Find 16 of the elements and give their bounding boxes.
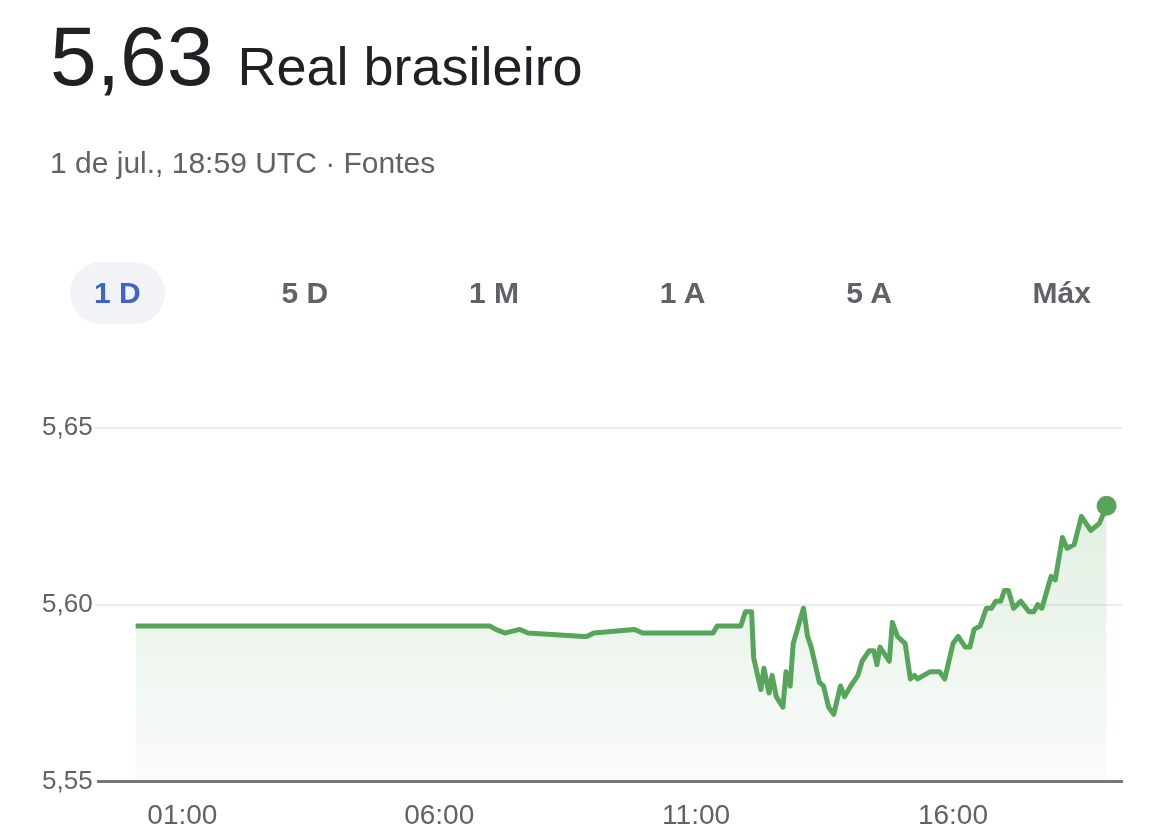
text: 1 M	[468, 275, 520, 311]
text: Máx	[1031, 275, 1092, 311]
x-tick-label: 11:00	[662, 798, 731, 830]
text: 1 D	[70, 262, 165, 324]
text: 1 A	[658, 275, 707, 311]
chart-subtitle: Real brasileiro	[237, 36, 583, 96]
x-tick-label: 06:00	[404, 798, 475, 830]
x-tick-label: 16:00	[917, 798, 989, 830]
text: 1 de jul., 18:59 UTC · Fontes	[50, 146, 436, 180]
x-tick-label: 01:00	[147, 798, 218, 830]
chart-title: 5,63	[50, 9, 214, 103]
text: 5 D	[280, 275, 330, 311]
y-tick-label: 5,60	[41, 587, 93, 618]
y-tick-label: 5,65	[41, 411, 93, 442]
y-tick-label: 5,55	[41, 764, 93, 795]
text: 5 A	[845, 275, 893, 311]
